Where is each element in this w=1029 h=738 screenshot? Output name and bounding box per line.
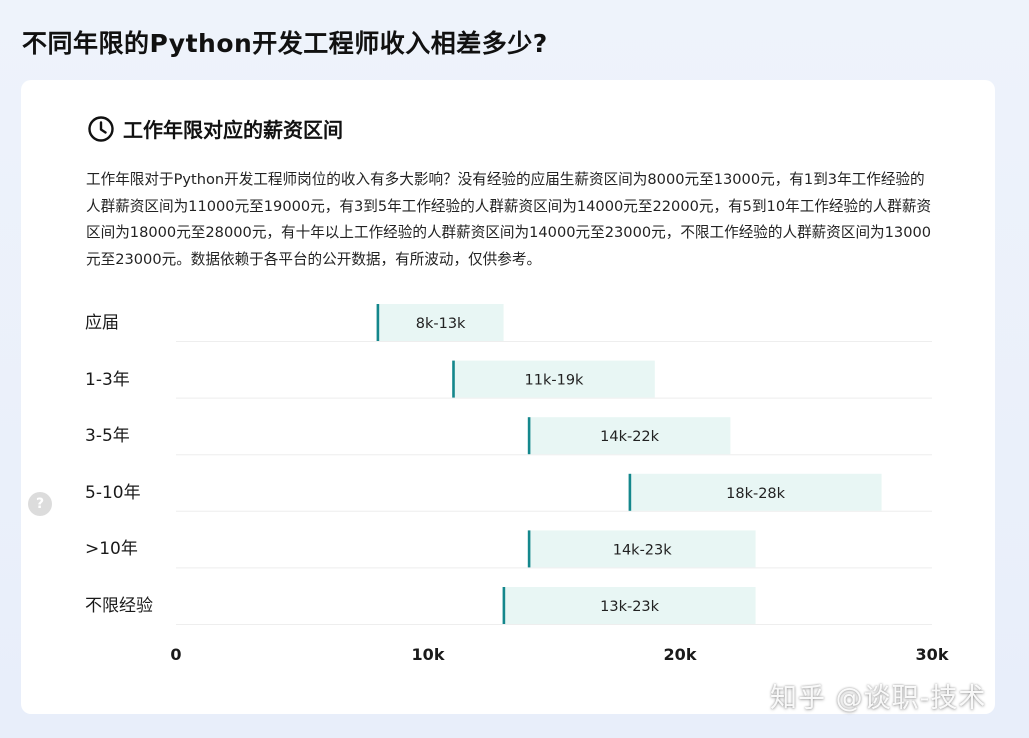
x-tick-label: 10k: [412, 645, 445, 664]
category-label: 3-5年: [85, 426, 130, 447]
range-start-marker: [452, 360, 455, 398]
category-label: 5-10年: [85, 482, 141, 503]
section-description: 工作年限对于Python开发工程师岗位的收入有多大影响？没有经验的应届生薪资区间…: [86, 171, 932, 268]
section-header: 工作年限对应的薪资区间: [87, 114, 343, 143]
range-bar[interactable]: [629, 473, 882, 511]
x-tick-label: 30k: [916, 645, 949, 664]
bar-data-label: 14k-23k: [613, 542, 673, 558]
question-icon[interactable]: ?: [28, 492, 52, 516]
range-start-marker: [502, 587, 506, 624]
bar-data-label: 18k-28k: [726, 486, 786, 502]
range-start-marker: [628, 473, 632, 511]
category-label: 不限经验: [85, 596, 153, 616]
category-label: >10年: [85, 539, 138, 560]
page-title: 不同年限的Python开发工程师收入相差多少?: [22, 29, 548, 58]
x-tick-label: 20k: [664, 645, 697, 664]
bar-data-label: 14k-22k: [600, 429, 660, 445]
range-start-marker: [527, 530, 531, 568]
bar-data-label: 8k-13k: [416, 316, 466, 332]
bar-data-label: 11k-19k: [525, 373, 585, 389]
section-title: 工作年限对应的薪资区间: [123, 118, 343, 142]
range-bar[interactable]: [503, 587, 756, 624]
category-label: 1-3年: [85, 369, 130, 390]
x-tick-label: 0: [170, 645, 181, 664]
category-label: 应届: [85, 313, 119, 333]
bar-data-label: 13k-23k: [600, 599, 660, 615]
watermark: 知乎 @谈职-技术: [770, 683, 987, 714]
clock-icon: [88, 115, 114, 142]
range-bar[interactable]: [377, 304, 504, 341]
range-bar[interactable]: [453, 360, 655, 398]
range-bar[interactable]: [528, 417, 731, 455]
range-start-marker: [527, 417, 531, 455]
range-bar[interactable]: [528, 530, 756, 568]
range-start-marker: [376, 304, 380, 341]
